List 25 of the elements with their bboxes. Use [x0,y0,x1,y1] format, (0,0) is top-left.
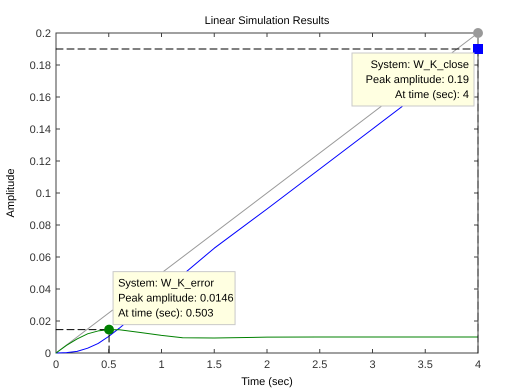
y-tick-label: 0.12 [30,156,51,168]
y-tick-label: 0.02 [30,316,51,328]
x-tick-label: 1.5 [206,359,222,371]
y-tick-label: 0 [44,348,51,360]
annotation: System: W_K_error Peak amplitude: 0.0146 At time (sec): 0.503 [118,278,234,320]
x-tick-label: 2 [264,359,270,371]
y-tick-label: 0.2 [36,28,51,40]
x-tick-label: 0.5 [101,359,116,371]
chart-title: Linear Simulation Results [204,15,330,27]
y-tick-label: 0.16 [30,92,51,104]
x-tick-label: 1 [158,359,165,371]
x-tick-label: 3 [369,359,376,371]
x-tick-label: 3.5 [418,359,433,371]
y-tick-label: 0.14 [30,124,51,136]
y-tick-label: 0.18 [30,60,51,72]
x-axis-title: Time (sec) [241,376,293,388]
x-tick-label: 2.5 [312,359,328,371]
y-tick-label: 0.06 [30,252,51,264]
y-tick-label: 0.04 [30,284,51,296]
x-tick-label: 4 [474,359,482,371]
y-axis-title: Amplitude [5,168,17,218]
x-tick-label: 0 [52,359,60,371]
y-tick-label: 0.08 [30,220,51,232]
annotation: System: W_K_close Peak amplitude: 0.19 At time (sec): 4 [366,59,469,101]
y-tick-label: 0.1 [36,188,51,200]
